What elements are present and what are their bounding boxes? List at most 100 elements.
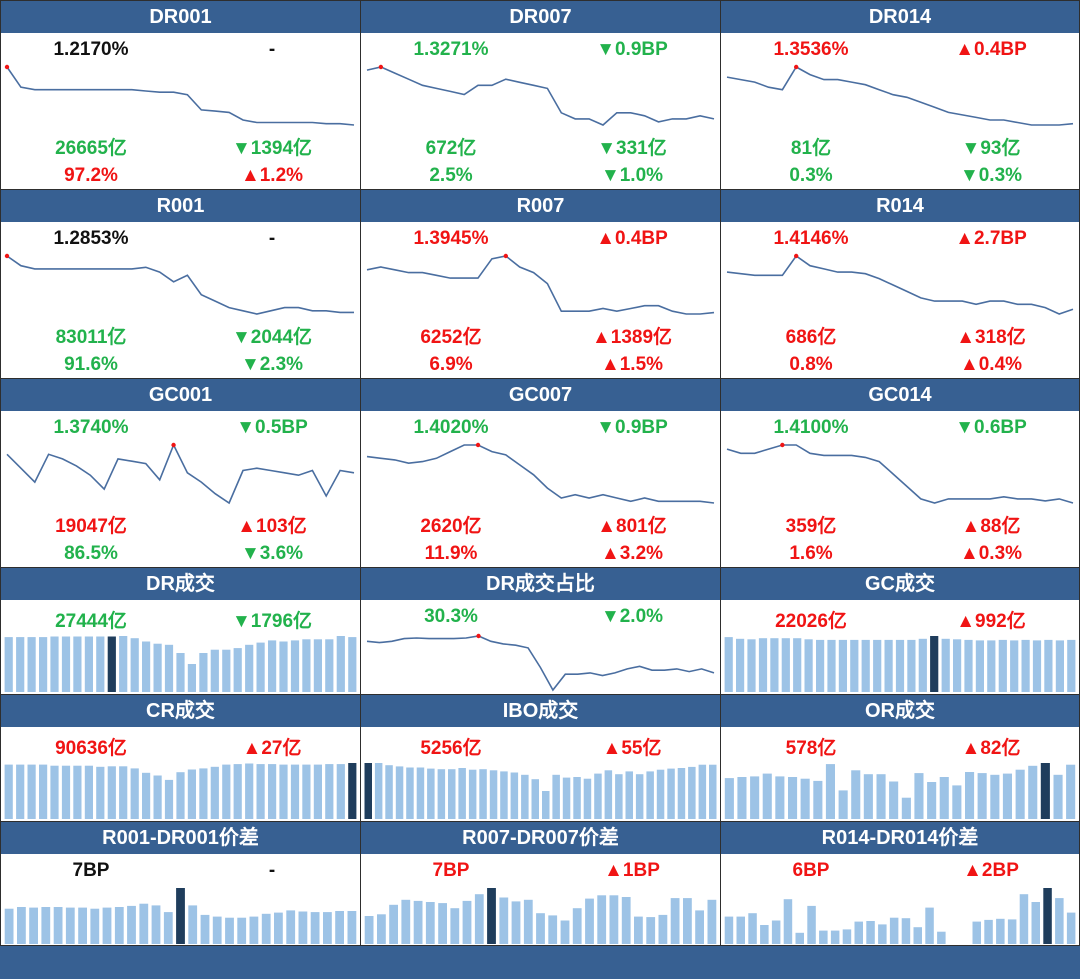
share-value: 0.3%: [789, 165, 833, 186]
rate-change: ▼0.9BP: [596, 417, 668, 438]
bar-chart: [4, 636, 357, 692]
line-chart: [366, 253, 715, 315]
bar: [458, 768, 466, 819]
bar: [222, 764, 231, 819]
share-change: ▲0.3%: [959, 543, 1023, 564]
panel-gc001: GC001 1.3740% ▼0.5BP 19047亿 ▲103亿 86.5% ▼3.6%: [0, 378, 361, 568]
max-point: [171, 442, 176, 448]
bar: [114, 907, 124, 944]
bar: [119, 636, 128, 692]
bar: [990, 774, 1000, 819]
bar: [107, 766, 116, 819]
bar: [707, 899, 717, 944]
bar: [1028, 765, 1038, 819]
bar: [793, 638, 802, 692]
bar: [336, 636, 345, 692]
bar: [838, 790, 848, 819]
bar: [302, 764, 311, 819]
bar: [61, 765, 71, 819]
bar: [889, 917, 899, 944]
bar: [562, 777, 571, 819]
bar: [84, 765, 93, 819]
bar: [325, 639, 334, 692]
series-line: [366, 255, 715, 315]
rate-change: ▲0.4BP: [596, 228, 668, 249]
bar: [646, 917, 656, 944]
bar: [438, 903, 447, 944]
bar: [925, 907, 934, 944]
share-change: ▲1.5%: [600, 354, 664, 375]
bar: [210, 766, 219, 819]
bar: [913, 927, 922, 944]
bar: [468, 769, 477, 819]
panel-spread-0: R001-DR001价差 7BP -: [0, 821, 361, 946]
series-line: [6, 66, 355, 126]
bar-latest: [1040, 763, 1050, 819]
rate-change: ▼0.5BP: [236, 417, 308, 438]
bar: [142, 641, 151, 692]
share-change: ▲0.4%: [959, 354, 1023, 375]
bar: [760, 925, 769, 944]
bar: [164, 644, 174, 692]
bar-latest: [348, 763, 357, 819]
rate-value: 1.4020%: [413, 417, 489, 438]
panel-or-5: OR成交 578亿 ▲82亿: [720, 694, 1080, 822]
panel-dr007: DR007 1.3271% ▼0.9BP 672亿 ▼331亿 2.5% ▼1.0%: [360, 0, 721, 190]
bar: [895, 639, 905, 692]
panel-title: GC014: [721, 379, 1079, 411]
bar: [245, 763, 254, 819]
share-change: ▼1.0%: [600, 165, 664, 186]
bar: [425, 902, 435, 944]
volume-value: 26665亿: [55, 138, 127, 159]
bar: [597, 895, 607, 944]
share-value: 1.6%: [789, 543, 833, 564]
volume-change: ▲318亿: [956, 327, 1026, 348]
bar: [323, 912, 332, 944]
bar: [1053, 774, 1063, 819]
bar: [510, 772, 519, 819]
bar: [594, 773, 602, 819]
bar: [139, 903, 149, 944]
bar: [279, 641, 288, 692]
panel-gc014: GC014 1.4100% ▼0.6BP 359亿 ▲88亿 1.6% ▲0.3%: [720, 378, 1080, 568]
rate-value: 1.4100%: [773, 417, 849, 438]
bar: [511, 901, 521, 944]
volume-value: 83011亿: [55, 327, 127, 348]
panel-r014: R014 1.4146% ▲2.7BP 686亿 ▲318亿 0.8% ▲0.4%: [720, 189, 1080, 379]
bar: [830, 930, 840, 944]
rate-value: 1.3271%: [413, 39, 489, 60]
bar: [819, 930, 828, 944]
bar: [1055, 898, 1064, 944]
bar: [1015, 769, 1025, 819]
bar-latest: [176, 888, 185, 944]
rate-change: ▲0.4BP: [955, 39, 1027, 60]
bar: [688, 766, 696, 819]
volume-value: 81亿: [790, 138, 832, 159]
bar: [884, 639, 893, 692]
bar: [542, 791, 550, 819]
panel-dr014: DR014 1.3536% ▲0.4BP 81亿 ▼93亿 0.3% ▼0.3%: [720, 0, 1080, 190]
bar: [736, 638, 745, 692]
panel-title: DR成交占比: [361, 568, 720, 600]
series-line: [726, 65, 1074, 126]
bar: [1019, 894, 1029, 944]
bar: [336, 764, 345, 819]
bar-latest: [930, 636, 939, 692]
volume-value: 6252亿: [420, 327, 482, 348]
share-value: 6.9%: [429, 354, 473, 375]
bar: [374, 763, 383, 819]
share-value: 11.9%: [424, 543, 478, 564]
volume-change: ▲88亿: [961, 516, 1021, 537]
bar: [39, 637, 48, 692]
max-point: [794, 253, 799, 259]
bar: [850, 639, 859, 692]
bar: [907, 639, 916, 692]
bar: [918, 638, 927, 692]
bar: [39, 764, 48, 819]
bar: [572, 908, 582, 944]
rate-value: 1.3536%: [773, 39, 849, 60]
bar: [975, 640, 984, 692]
bar: [1066, 912, 1076, 944]
volume-value: 19047亿: [55, 516, 127, 537]
bar: [621, 897, 631, 944]
